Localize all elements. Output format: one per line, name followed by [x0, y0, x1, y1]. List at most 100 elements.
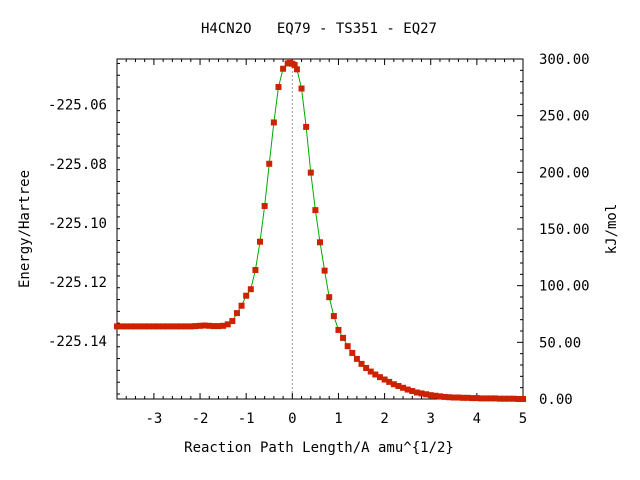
data-point [367, 368, 374, 375]
data-point [520, 396, 526, 402]
data-point [127, 323, 134, 330]
y2-tick-label: 0.00 [539, 392, 573, 408]
data-point [233, 310, 240, 317]
data-point [432, 392, 439, 399]
data-point [303, 123, 310, 130]
y-tick-label: -225.08 [48, 157, 107, 173]
data-point [487, 395, 494, 402]
x-tick-label: 5 [519, 411, 527, 427]
data-point [330, 313, 337, 320]
data-point [210, 323, 217, 330]
data-point [307, 169, 314, 176]
data-point [164, 323, 171, 330]
data-point [178, 323, 185, 330]
energy-curve [117, 62, 523, 400]
data-point [137, 323, 144, 330]
data-point [224, 321, 231, 328]
y-tick-label: -225.12 [48, 275, 107, 291]
chart-title: H4CN2O EQ79 - TS351 - EQ27 [201, 21, 437, 37]
data-point [483, 395, 490, 402]
y-tick-label: -225.10 [48, 216, 107, 232]
x-tick-label: 3 [427, 411, 435, 427]
x-tick-label: -1 [238, 411, 255, 427]
y2-tick-label: 100.00 [539, 279, 590, 295]
data-point [450, 394, 457, 401]
y2-axis-label: kJ/mol [604, 204, 620, 255]
y2-tick-label: 250.00 [539, 109, 590, 125]
data-point [381, 376, 388, 383]
data-point [335, 326, 342, 333]
data-point [349, 349, 356, 356]
data-point [118, 323, 125, 330]
data-point [247, 286, 254, 293]
data-point [473, 395, 480, 402]
x-tick-label: 2 [380, 411, 388, 427]
data-point [501, 395, 508, 402]
data-point [261, 202, 268, 209]
data-point [291, 61, 298, 68]
data-point [275, 84, 282, 91]
data-point [169, 323, 176, 330]
data-point [478, 395, 485, 402]
data-point [197, 322, 204, 329]
data-point [358, 360, 365, 367]
data-point [496, 395, 503, 402]
data-point [150, 323, 157, 330]
data-point [340, 334, 347, 341]
data-point [436, 393, 443, 400]
data-point [280, 65, 287, 72]
data-point [312, 207, 319, 214]
y-tick-label: -225.06 [48, 98, 107, 114]
data-point [386, 378, 393, 385]
data-point [257, 238, 264, 245]
x-tick-label: 0 [288, 411, 296, 427]
data-point [155, 323, 162, 330]
y-tick-label: -225.14 [48, 334, 107, 350]
data-point [270, 119, 277, 126]
data-point [400, 384, 407, 391]
data-point [321, 267, 328, 274]
data-point [376, 374, 383, 381]
data-point [418, 390, 425, 397]
data-point [413, 389, 420, 396]
data-point [220, 322, 227, 329]
data-point [492, 395, 499, 402]
data-point [469, 395, 476, 402]
data-point [192, 323, 199, 330]
data-point [229, 318, 236, 325]
x-tick-label: 1 [334, 411, 342, 427]
data-point [446, 394, 453, 401]
x-axis-label: Reaction Path Length/A amu^{1/2} [184, 440, 454, 456]
x-tick-label: 4 [473, 411, 481, 427]
data-point [344, 343, 351, 350]
data-point [243, 292, 250, 299]
data-point [238, 302, 245, 309]
data-point [441, 393, 448, 400]
y-axis-label: Energy/Hartree [17, 170, 33, 288]
data-point [390, 381, 397, 388]
data-point [146, 323, 153, 330]
data-point [215, 323, 222, 330]
data-point [464, 394, 471, 401]
data-point [515, 396, 522, 402]
data-point [132, 323, 139, 330]
data-point [206, 322, 213, 329]
data-point [317, 239, 323, 246]
data-point [353, 355, 360, 362]
y2-tick-label: 300.00 [539, 52, 590, 68]
data-point [460, 394, 467, 401]
data-point [266, 160, 273, 167]
x-tick-label: -2 [192, 411, 209, 427]
data-point [506, 395, 513, 402]
data-point [372, 371, 379, 378]
data-point [326, 294, 333, 301]
x-tick-label: -3 [145, 411, 162, 427]
data-point [423, 391, 430, 398]
data-point [183, 323, 190, 330]
data-point [298, 85, 305, 92]
data-point [252, 267, 259, 274]
data-point [160, 323, 167, 330]
data-point [187, 323, 194, 330]
plot-area: -3 -2 -1 0 1 2 3 4 5 -225.06 -225.08 -225.10 -225.12… [48, 52, 590, 427]
data-point [114, 323, 120, 330]
